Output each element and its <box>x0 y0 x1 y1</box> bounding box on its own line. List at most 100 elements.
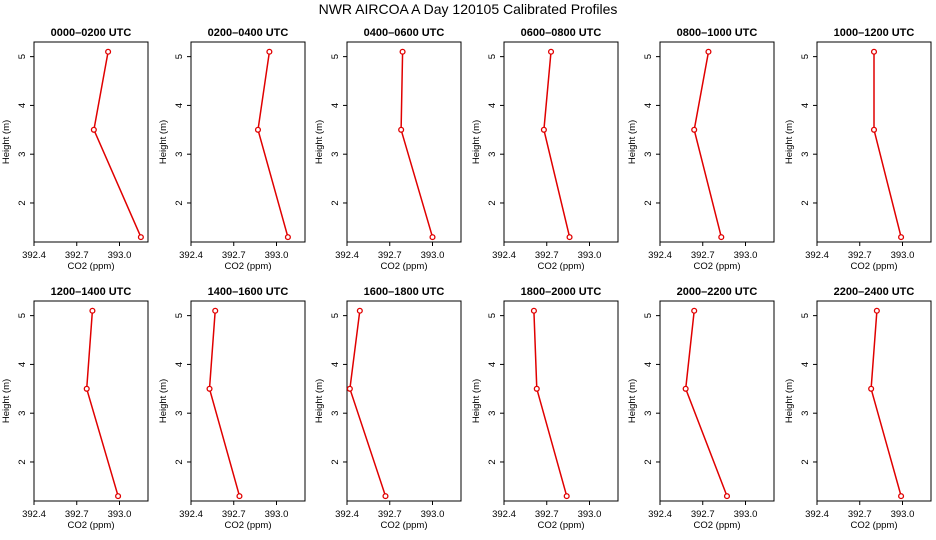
x-tick-label: 393.0 <box>108 250 132 261</box>
profile-point <box>691 307 698 314</box>
plot-frame <box>503 300 619 502</box>
x-tick-label: 392.7 <box>65 509 89 520</box>
y-tick-label: 2 <box>487 200 498 205</box>
profile-point <box>898 234 905 241</box>
y-tick-label: 5 <box>174 313 185 318</box>
profile-point <box>898 493 905 500</box>
profile-point <box>429 234 436 241</box>
y-tick-label: 5 <box>643 313 654 318</box>
y-tick-label: 2 <box>800 200 811 205</box>
profile-line <box>870 310 902 497</box>
y-tick-label: 4 <box>487 103 498 108</box>
y-tick-label: 5 <box>330 313 341 318</box>
plot-frame <box>33 300 149 502</box>
profile-line <box>208 310 241 497</box>
x-axis-label: CO2 (ppm) <box>68 261 115 272</box>
y-tick-label: 4 <box>17 103 28 108</box>
profile-point <box>212 307 219 314</box>
y-tick-label: 2 <box>174 459 185 464</box>
x-tick-label: 393.0 <box>108 509 132 520</box>
profile-point <box>547 48 555 55</box>
x-tick-label: 392.7 <box>222 509 246 520</box>
profile-point <box>83 385 90 392</box>
y-tick-label: 4 <box>330 103 341 108</box>
profile-point <box>682 385 689 392</box>
x-axis-label: CO2 (ppm) <box>381 261 428 272</box>
profile-point <box>115 493 122 500</box>
x-tick-label: 393.0 <box>891 509 915 520</box>
profile-point <box>540 126 547 133</box>
profile-point <box>206 385 213 392</box>
x-axis-label: CO2 (ppm) <box>851 261 898 272</box>
plot-frame <box>346 41 462 243</box>
profile-point <box>718 234 725 241</box>
plot-frame <box>659 41 775 243</box>
x-tick-label: 392.4 <box>335 250 359 261</box>
y-tick-label: 2 <box>330 200 341 205</box>
panel-title: 2200–2400 UTC <box>834 286 915 298</box>
y-tick-label: 2 <box>174 200 185 205</box>
y-axis-label: Height (m) <box>158 120 169 164</box>
y-tick-label: 3 <box>487 152 498 157</box>
profile-point <box>563 493 570 500</box>
profile-point <box>266 48 273 55</box>
y-tick-label: 2 <box>643 459 654 464</box>
panel-title: 0200–0400 UTC <box>208 27 289 39</box>
y-tick-label: 4 <box>174 103 185 108</box>
x-tick-label: 392.7 <box>848 250 872 261</box>
y-axis-label: Height (m) <box>158 379 169 423</box>
profile-line <box>257 51 289 238</box>
profile-line <box>873 51 902 238</box>
panel-title: 0000–0200 UTC <box>51 27 132 39</box>
y-axis-label: Height (m) <box>1 379 12 423</box>
profile-point <box>382 493 389 500</box>
y-axis-label: Height (m) <box>627 120 638 164</box>
x-axis-label: CO2 (ppm) <box>538 520 585 531</box>
x-tick-label: 392.7 <box>691 509 715 520</box>
y-tick-label: 3 <box>17 152 28 157</box>
y-tick-label: 4 <box>800 103 811 108</box>
profile-line <box>400 51 434 238</box>
y-tick-label: 4 <box>643 362 654 367</box>
y-tick-label: 3 <box>487 411 498 416</box>
x-tick-label: 393.0 <box>421 509 445 520</box>
panel-title: 2000–2200 UTC <box>677 286 758 298</box>
x-tick-label: 392.4 <box>22 250 46 261</box>
y-tick-label: 3 <box>330 411 341 416</box>
y-axis-label: Height (m) <box>314 379 325 423</box>
y-tick-label: 2 <box>17 200 28 205</box>
x-tick-label: 392.4 <box>492 250 516 261</box>
y-tick-label: 2 <box>17 459 28 464</box>
profile-point <box>566 234 573 241</box>
x-tick-label: 393.0 <box>734 250 758 261</box>
x-tick-label: 392.4 <box>805 250 829 261</box>
x-tick-label: 392.7 <box>535 250 559 261</box>
y-tick-label: 5 <box>174 54 185 59</box>
y-tick-label: 4 <box>800 362 811 367</box>
x-tick-label: 393.0 <box>265 509 289 520</box>
y-axis-label: Height (m) <box>1 120 12 164</box>
x-tick-label: 393.0 <box>578 250 602 261</box>
profile-point <box>870 48 878 55</box>
x-tick-label: 392.4 <box>179 509 203 520</box>
profile-point <box>873 307 880 314</box>
y-tick-label: 5 <box>487 313 498 318</box>
x-axis-label: CO2 (ppm) <box>694 261 741 272</box>
profile-point <box>723 493 731 500</box>
plot-frame <box>346 300 462 502</box>
x-tick-label: 393.0 <box>265 250 289 261</box>
x-axis-label: CO2 (ppm) <box>694 520 741 531</box>
y-tick-label: 5 <box>643 54 654 59</box>
y-tick-label: 4 <box>17 362 28 367</box>
profile-point <box>399 48 406 55</box>
panel-title: 1200–1400 UTC <box>51 286 132 298</box>
x-axis-label: CO2 (ppm) <box>68 520 115 531</box>
x-axis-label: CO2 (ppm) <box>851 520 898 531</box>
plot-frame <box>816 300 932 502</box>
